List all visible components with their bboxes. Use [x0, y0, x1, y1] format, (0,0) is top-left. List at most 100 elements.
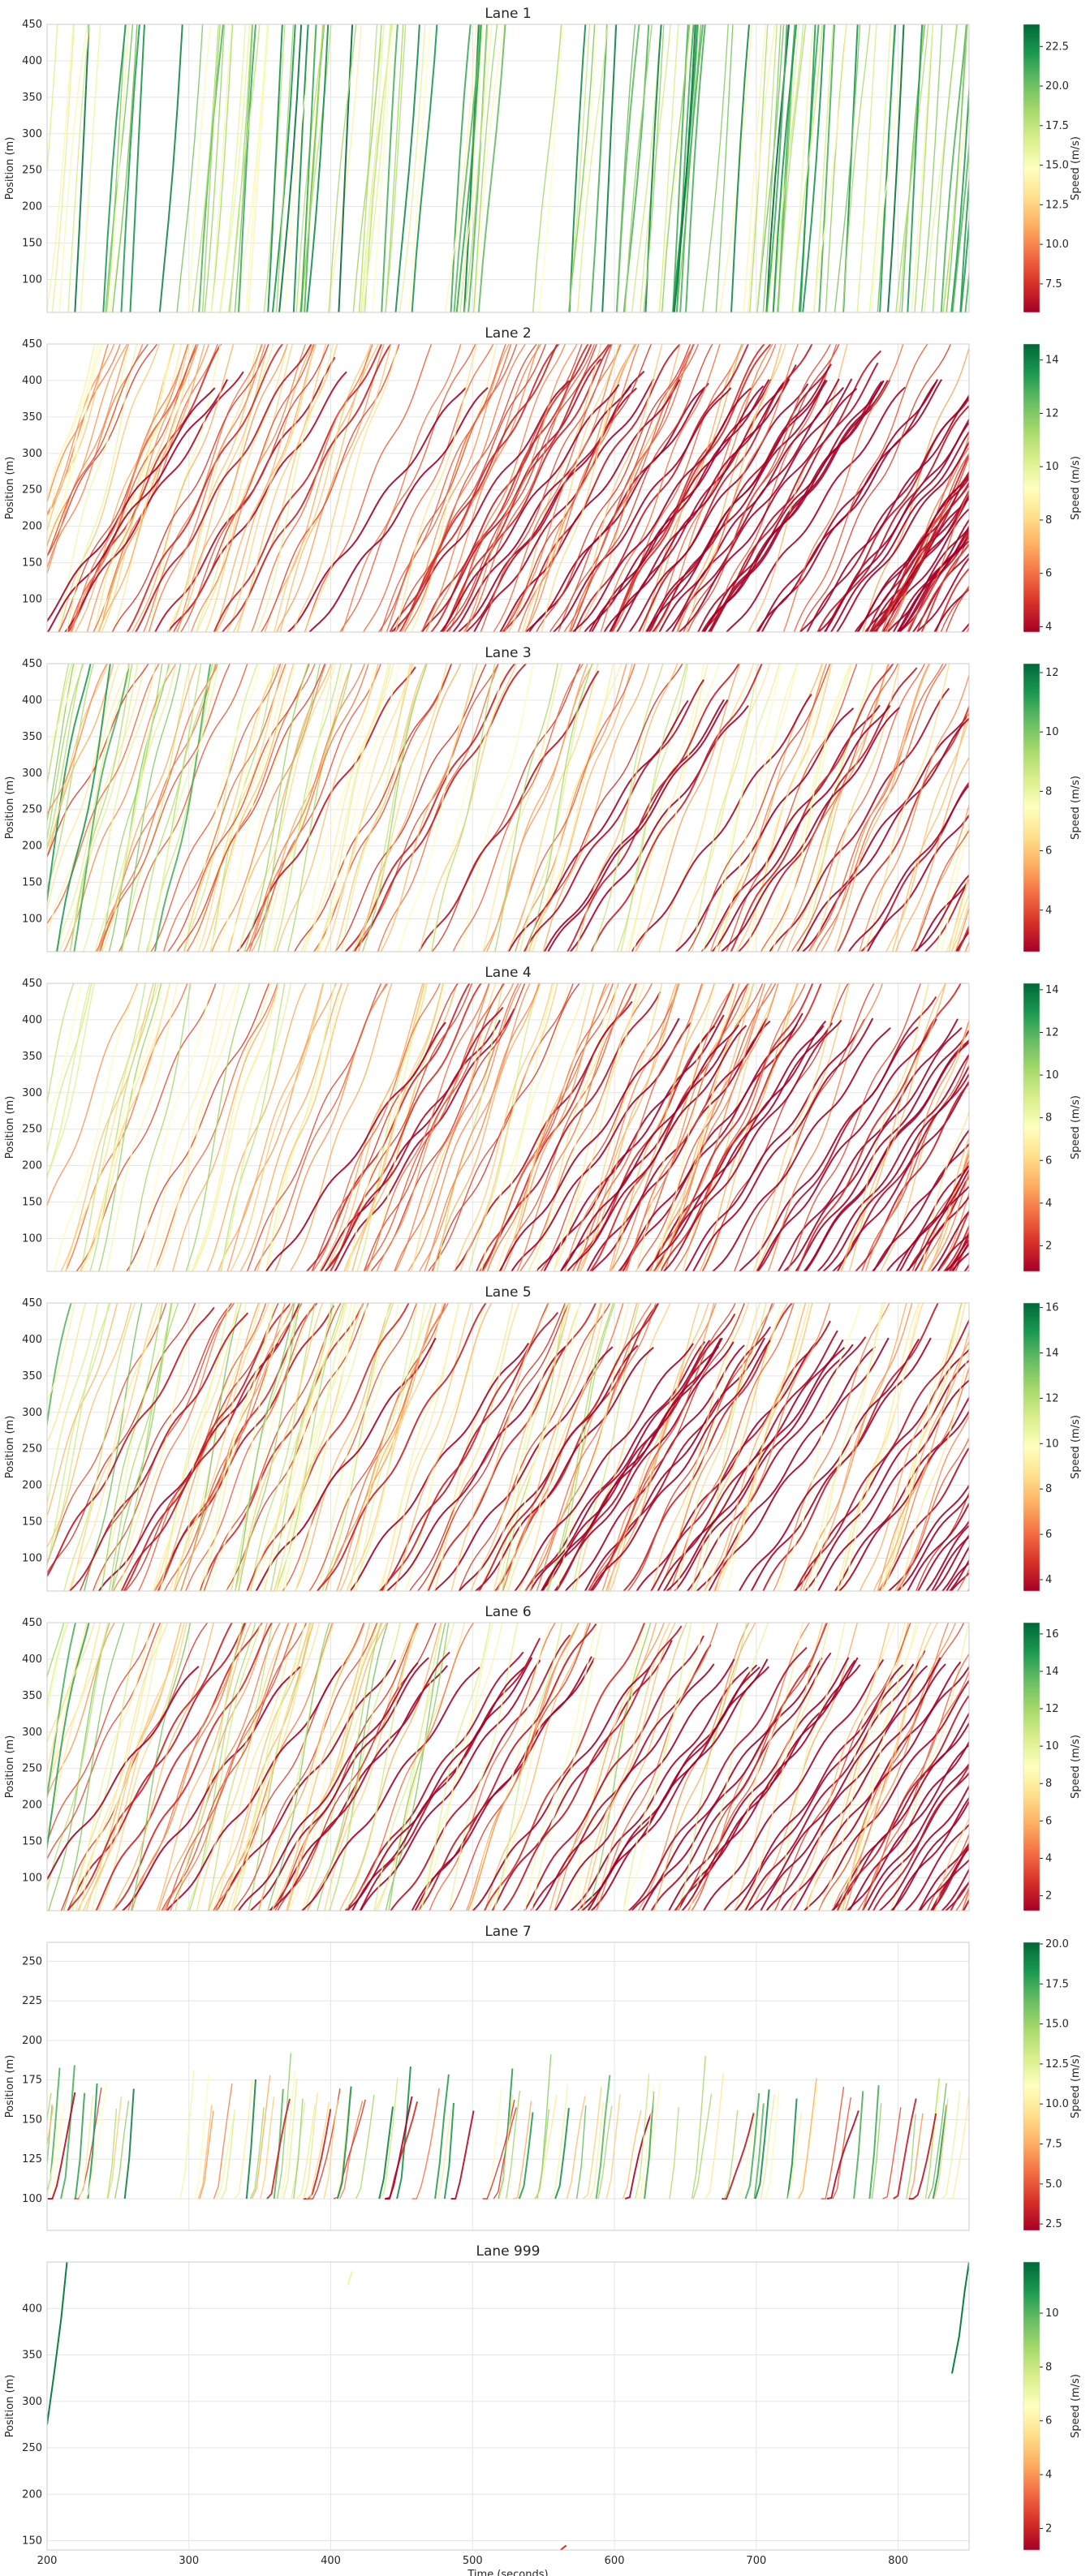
- lane-panel: Lane 4100150200250300350400450Position (…: [4, 961, 1090, 1275]
- y-tick-label: 150: [22, 557, 42, 570]
- y-tick-label: 400: [22, 375, 42, 387]
- y-tick-label: 150: [22, 1197, 42, 1209]
- lane-panel: Lane 2100150200250300350400450Position (…: [0, 322, 1090, 635]
- y-tick-label: 350: [22, 731, 42, 743]
- trajectory-line: [21, 0, 49, 316]
- y-tick-label: 450: [22, 19, 42, 31]
- y-tick-label: 400: [22, 55, 42, 67]
- colorbar-tick-label: 2: [1045, 1890, 1052, 1903]
- colorbar-tick-label: 15.0: [1045, 160, 1069, 172]
- colorbar-tick-label: 10.0: [1045, 239, 1069, 251]
- y-tick-label: 400: [22, 2303, 42, 2315]
- y-tick-label: 350: [22, 2350, 42, 2362]
- y-axis-label: Position (m): [4, 2055, 16, 2118]
- colorbar-tick-label: 15.0: [1045, 2019, 1069, 2031]
- colorbar: 246810121416Speed (m/s): [1023, 1623, 1082, 1911]
- y-tick-label: 100: [22, 1233, 42, 1245]
- colorbar-tick-label: 8: [1045, 2361, 1052, 2373]
- colorbar-tick-label: 4: [1045, 1574, 1052, 1586]
- lane-panel: Lane 5 100 150 200 250 300 350 400 450 Position (…: [0, 1276, 1090, 1595]
- x-tick-label: 200: [37, 2555, 58, 2567]
- y-tick-label: 150: [22, 1516, 42, 1529]
- y-tick-label: 350: [22, 1051, 42, 1063]
- colorbar: 2.55.07.510.012.515.017.520.0Speed (m/s): [1023, 1938, 1082, 2230]
- chart-title: Lane 5: [485, 1284, 531, 1301]
- colorbar-tick-label: 20.0: [1045, 80, 1069, 92]
- colorbar: 46810121416Speed (m/s): [1023, 1302, 1082, 1591]
- y-tick-label: 200: [22, 2035, 42, 2047]
- y-tick-label: 400: [22, 695, 42, 707]
- plot-area: [47, 24, 969, 312]
- colorbar-tick-label: 2: [1045, 1240, 1052, 1252]
- y-tick-label: 350: [22, 92, 42, 104]
- colorbar-tick-label: 10.0: [1045, 2098, 1069, 2110]
- colorbar-tick-label: 6: [1045, 845, 1052, 858]
- colorbar-tick-label: 5.0: [1045, 2178, 1062, 2191]
- y-tick-label: 250: [22, 1124, 42, 1136]
- colorbar-tick-label: 12.5: [1045, 2058, 1069, 2071]
- y-axis-label: Position (m): [4, 1735, 16, 1799]
- colorbar-label: Speed (m/s): [1070, 776, 1082, 840]
- y-tick-label: 300: [22, 128, 42, 140]
- y-tick-label: 150: [22, 877, 42, 889]
- y-tick-label: 350: [22, 411, 42, 424]
- colorbar-gradient: [1023, 2262, 1040, 2550]
- colorbar-tick-label: 6: [1045, 1155, 1052, 1167]
- chart-title: Lane 2: [485, 325, 531, 342]
- y-tick-label: 400: [22, 1654, 42, 1666]
- colorbar-label: Speed (m/s): [1070, 1095, 1082, 1159]
- chart-title: Lane 3: [485, 645, 531, 661]
- colorbar-tick-label: 10: [1045, 1438, 1059, 1450]
- y-tick-label: 200: [22, 201, 42, 213]
- colorbar-tick-label: 14: [1045, 1666, 1059, 1678]
- x-tick-label: 500: [463, 2555, 483, 2567]
- colorbar-tick-label: 8: [1045, 514, 1052, 527]
- y-tick-label: 250: [22, 2442, 42, 2454]
- colorbar-tick-label: 12: [1045, 1026, 1059, 1039]
- colorbar: 4681012Speed (m/s): [1023, 664, 1082, 952]
- colorbar-tick-label: 10: [1045, 461, 1059, 473]
- colorbar-tick-label: 8: [1045, 1778, 1052, 1790]
- y-tick-label: 300: [22, 1087, 42, 1099]
- lane-panel: Lane 3100150200250300350400450Position (…: [0, 636, 1090, 955]
- y-tick-label: 250: [22, 1763, 42, 1775]
- x-tick-label: 600: [605, 2555, 625, 2567]
- y-tick-label: 150: [22, 238, 42, 250]
- chart-title: Lane 1: [485, 6, 531, 22]
- y-tick-label: 125: [22, 2153, 42, 2165]
- y-tick-label: 250: [22, 1955, 42, 1967]
- y-tick-label: 400: [22, 1334, 42, 1346]
- colorbar-tick-label: 6: [1045, 2415, 1052, 2428]
- x-tick-label: 400: [321, 2555, 341, 2567]
- y-axis-label: Position (m): [4, 137, 16, 200]
- trajectory-line: [15, 0, 43, 316]
- colorbar-tick-label: 4: [1045, 2469, 1052, 2481]
- y-tick-label: 450: [22, 1617, 42, 1629]
- colorbar-tick-label: 6: [1045, 1815, 1052, 1827]
- y-tick-label: 450: [22, 1297, 42, 1310]
- y-tick-label: 200: [22, 1800, 42, 1812]
- y-tick-label: 450: [22, 658, 42, 670]
- colorbar-tick-label: 7.5: [1045, 2139, 1062, 2151]
- colorbar-tick-label: 4: [1045, 905, 1052, 917]
- y-tick-label: 450: [22, 338, 42, 350]
- lane-panel: Lane 6100150200250300350400450Position (…: [0, 1596, 1090, 1914]
- plot-area: [47, 2262, 969, 2550]
- y-tick-label: 100: [22, 594, 42, 606]
- colorbar-label: Speed (m/s): [1070, 1735, 1082, 1799]
- colorbar-tick-label: 12: [1045, 667, 1059, 679]
- colorbar-gradient: [1023, 1942, 1040, 2230]
- y-tick-label: 300: [22, 1407, 42, 1419]
- y-tick-label: 300: [22, 2396, 42, 2408]
- colorbar-tick-label: 12.5: [1045, 199, 1069, 211]
- chart-title: Lane 6: [485, 1604, 531, 1620]
- trajectory-line: [24, 2076, 33, 2199]
- colorbar: 468101214Speed (m/s): [1023, 344, 1082, 633]
- colorbar-gradient: [1023, 344, 1040, 632]
- colorbar-tick-label: 14: [1045, 984, 1059, 996]
- colorbar: 246810Speed (m/s): [1023, 2262, 1082, 2550]
- y-tick-label: 250: [22, 1443, 42, 1456]
- colorbar-label: Speed (m/s): [1070, 1415, 1082, 1479]
- colorbar-tick-label: 20.0: [1045, 1938, 1069, 1950]
